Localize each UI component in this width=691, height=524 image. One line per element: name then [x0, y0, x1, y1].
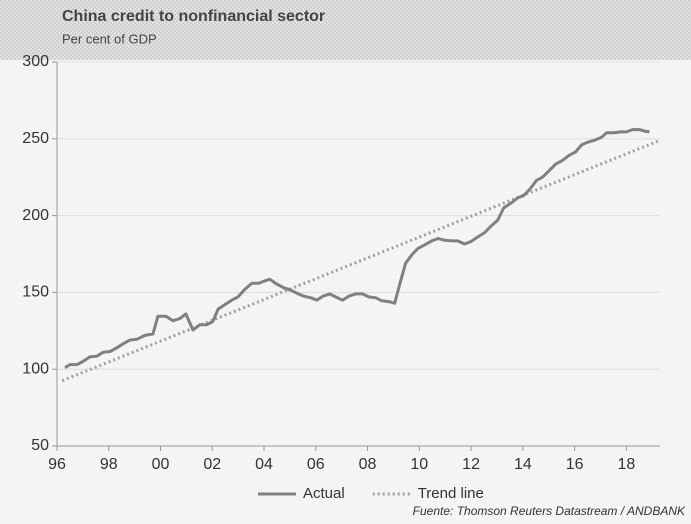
y-tick-label: 100: [22, 360, 49, 377]
header-band: [0, 0, 691, 60]
x-tick-label: 18: [617, 456, 635, 473]
series-line: [64, 128, 650, 369]
x-tick-label: 06: [307, 456, 325, 473]
x-tick-label: 02: [203, 456, 221, 473]
source-note: Fuente: Thomson Reuters Datastream / AND…: [413, 504, 686, 518]
series-line: [61, 138, 661, 383]
legend-label: Actual: [303, 485, 345, 502]
x-tick-label: 98: [100, 456, 118, 473]
y-tick-label: 150: [22, 284, 49, 301]
x-tick-label: 00: [152, 456, 170, 473]
x-tick-label: 08: [359, 456, 377, 473]
x-tick-label: 14: [514, 456, 532, 473]
x-tick-label: 04: [255, 456, 273, 473]
legend-label: Trend line: [418, 485, 484, 502]
y-tick-label: 50: [31, 437, 49, 454]
chart-title: China credit to nonfinancial sector: [62, 8, 325, 25]
x-tick-label: 12: [462, 456, 480, 473]
y-tick-label: 300: [22, 53, 49, 70]
x-tick-label: 10: [410, 456, 428, 473]
y-tick-label: 200: [22, 207, 49, 224]
chart-subtitle: Per cent of GDP: [62, 31, 157, 46]
y-tick-label: 250: [22, 130, 49, 147]
x-tick-label: 96: [48, 456, 66, 473]
x-tick-label: 16: [566, 456, 584, 473]
